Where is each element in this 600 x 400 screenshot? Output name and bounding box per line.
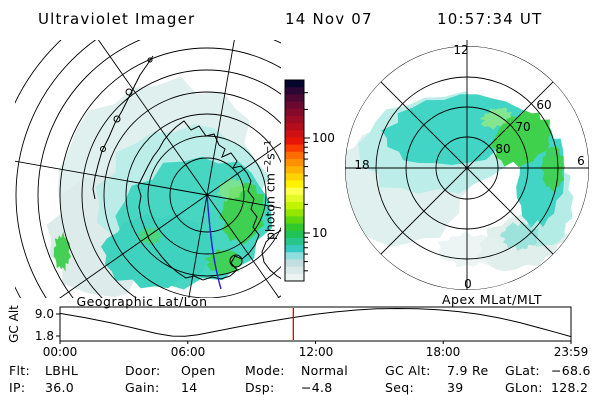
strip-chart-border xyxy=(59,306,572,342)
colorbar-band xyxy=(285,94,304,103)
colorbar-band xyxy=(285,216,304,225)
latitude-circle xyxy=(125,113,281,277)
coastline-segment xyxy=(92,55,154,200)
colorbar-band xyxy=(285,137,304,146)
island-outline xyxy=(147,57,153,63)
colorbar-band xyxy=(285,101,304,110)
meridian-line xyxy=(206,194,280,298)
geographic-map-panel xyxy=(15,40,281,298)
colorbar-band xyxy=(285,80,304,88)
coastline-segment xyxy=(261,229,281,279)
aurora-blob xyxy=(138,226,163,247)
colorbar-band xyxy=(285,259,304,268)
track-meridian-line xyxy=(206,194,222,290)
colorbar-band xyxy=(285,230,304,239)
aurora-blob xyxy=(479,107,512,130)
colorbar-band xyxy=(285,237,304,246)
apex-polar-panel xyxy=(345,46,589,290)
antarctica-coastline xyxy=(137,120,260,281)
latitude-circle xyxy=(81,69,281,298)
colorbar-band xyxy=(285,144,304,153)
colorbar-panel xyxy=(284,79,310,282)
colorbar-band xyxy=(285,202,304,210)
gc-alt-strip-chart xyxy=(56,306,572,344)
pole-dot xyxy=(205,193,209,197)
colorbar-band xyxy=(285,158,304,167)
island-outline xyxy=(113,115,121,123)
meridian-line xyxy=(206,142,281,196)
colorbar-band xyxy=(285,166,304,174)
meridian-line xyxy=(59,194,208,298)
meridian-line xyxy=(206,194,281,209)
colorbar-border xyxy=(284,79,305,282)
colorbar-band xyxy=(285,108,304,117)
colorbar-band xyxy=(285,87,304,95)
latitude-circle xyxy=(103,91,281,298)
colorbar-band xyxy=(285,245,304,253)
meridian-line xyxy=(97,40,208,196)
latitude-circle xyxy=(169,157,245,233)
aurora-blob xyxy=(101,212,215,289)
mlt-spoke xyxy=(380,167,468,255)
colorbar-band xyxy=(285,151,304,160)
gc-alt-curve xyxy=(59,307,572,338)
meridian-line xyxy=(206,40,235,196)
aurora-blob xyxy=(53,231,71,272)
colorbar-band xyxy=(285,209,304,217)
island-outline xyxy=(229,254,243,268)
mlt-spoke xyxy=(380,81,468,169)
aurora-blob xyxy=(499,221,539,251)
latitude-circle xyxy=(59,47,281,298)
latitude-circle xyxy=(15,40,97,298)
mlt-spoke xyxy=(466,81,554,169)
colorbar-band xyxy=(285,187,304,196)
mlt-spoke xyxy=(466,167,554,255)
meridian-line xyxy=(188,194,208,298)
meridian-line xyxy=(15,160,208,196)
colorbar-band xyxy=(285,130,304,138)
colorbar-band xyxy=(285,115,304,124)
colorbar-band xyxy=(285,266,304,275)
aurora-blob xyxy=(540,146,565,193)
colorbar-band xyxy=(285,173,304,181)
colorbar-band xyxy=(285,180,304,189)
island-outline xyxy=(125,88,133,96)
colorbar-band xyxy=(285,273,304,282)
colorbar-band xyxy=(285,194,304,203)
colorbar-band xyxy=(285,123,304,131)
latitude-circle xyxy=(37,40,281,298)
island-outline xyxy=(100,146,106,152)
colorbar-band xyxy=(285,223,304,232)
colorbar-band xyxy=(285,252,304,260)
